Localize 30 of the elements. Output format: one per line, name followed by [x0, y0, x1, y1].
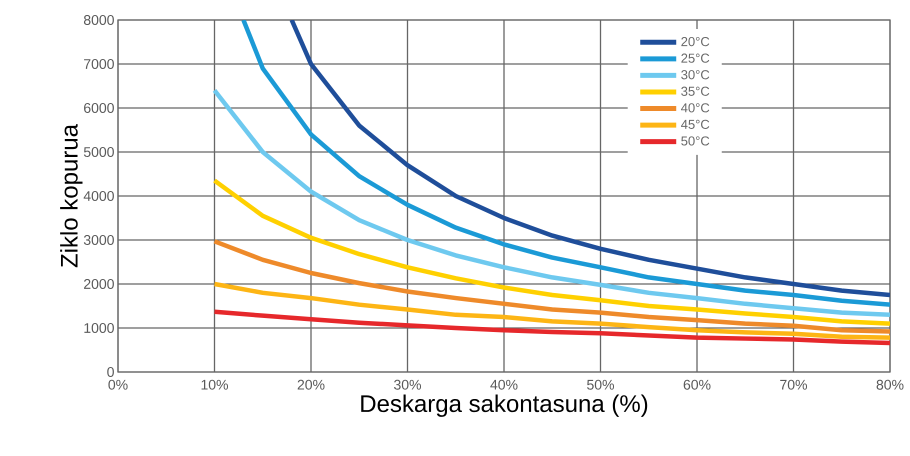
legend-label: 25°C	[681, 54, 710, 63]
x-tick-label: 50%	[587, 380, 614, 390]
x-axis-title: Deskarga sakontasuna (%)	[361, 394, 648, 417]
x-tick-label: 70%	[780, 380, 808, 390]
y-tick-label: 1000	[84, 323, 114, 333]
line-series	[212, 178, 890, 326]
y-tick-label: 0	[107, 367, 114, 377]
legend-label: 20°C	[681, 36, 710, 46]
y-tick-label: 4000	[84, 191, 114, 201]
legend-label: 50°C	[681, 136, 710, 146]
y-tick-label: 5000	[84, 147, 114, 157]
x-tick-label: 20%	[298, 380, 325, 390]
x-tick-label: 0%	[108, 380, 128, 390]
x-tick-label: 80%	[876, 380, 904, 390]
x-tick-label: 30%	[394, 380, 422, 390]
x-tick-label: 60%	[684, 380, 711, 390]
x-tick-label: 10%	[202, 380, 228, 390]
legend-label: 45°C	[681, 120, 710, 129]
x-tick-label: 40%	[490, 380, 518, 390]
legend-label: 30°C	[681, 70, 710, 80]
y-tick-label: 2000	[84, 279, 114, 289]
y-tick-label: 7000	[84, 59, 114, 69]
legend-label: 35°C	[681, 86, 710, 96]
line-series	[212, 282, 890, 340]
line-series	[212, 88, 890, 318]
y-tick-label: 6000	[84, 103, 114, 113]
y-tick-label: 3000	[84, 235, 114, 245]
legend-label: 40°C	[681, 103, 710, 112]
y-tick-label: 8000	[84, 15, 114, 25]
y-axis-title: Ziklo kopurua	[60, 124, 82, 268]
